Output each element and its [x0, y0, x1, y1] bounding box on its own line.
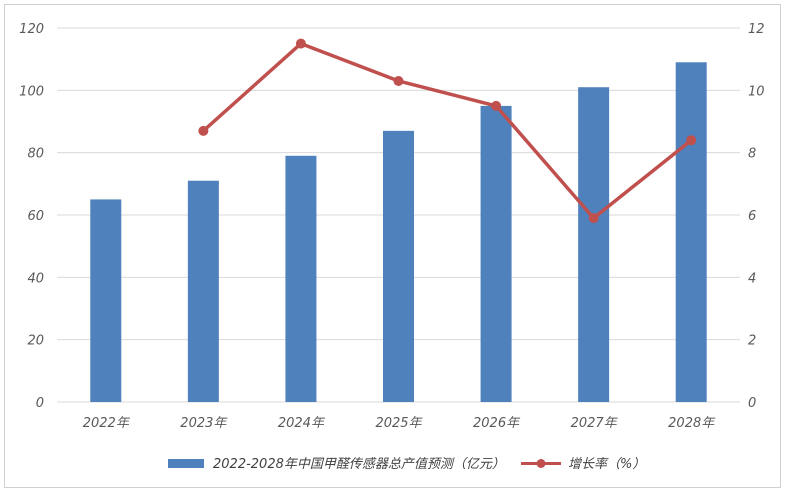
legend: 2022-2028年中国甲醛传感器总产值预测（亿元） 增长率（%） — [168, 456, 645, 472]
bar — [383, 130, 414, 402]
left-tick-label: 20 — [27, 334, 44, 349]
category-label: 2025年 — [375, 416, 423, 431]
bar — [480, 105, 512, 403]
legend-line-label: 增长率（%） — [568, 456, 645, 472]
legend-bar-label: 2022-2028年中国甲醛传感器总产值预测（亿元） — [213, 456, 505, 472]
bar — [187, 180, 219, 402]
right-axis-ticks: 0 2 4 6 8 10 12 — [748, 22, 765, 411]
category-label: 2022年 — [83, 416, 131, 431]
left-axis-ticks: 0 20 40 60 80 100 120 — [19, 22, 44, 411]
bar — [285, 155, 317, 402]
left-tick-label: 120 — [19, 22, 44, 37]
legend-bar-swatch — [168, 459, 204, 468]
line-point — [295, 38, 306, 49]
right-tick-label: 4 — [748, 271, 756, 286]
left-tick-label: 60 — [27, 209, 44, 224]
category-label: 2024年 — [278, 416, 326, 431]
line-point — [686, 135, 697, 146]
growth-line — [202, 41, 693, 220]
bar — [675, 62, 707, 403]
category-label: 2027年 — [571, 416, 619, 431]
line-point — [491, 100, 502, 111]
left-tick-label: 80 — [27, 147, 44, 162]
left-tick-label: 40 — [27, 271, 44, 286]
right-tick-label: 6 — [748, 209, 756, 224]
category-labels: 2022年 2023年 2024年 2025年 2026年 2027年 2028年 — [83, 416, 717, 431]
right-tick-label: 12 — [748, 22, 765, 37]
line-series — [198, 38, 697, 224]
line-point — [393, 75, 404, 86]
category-label: 2028年 — [668, 416, 716, 431]
right-tick-label: 2 — [748, 334, 756, 349]
left-tick-label: 100 — [19, 84, 44, 99]
legend-line-marker — [536, 459, 546, 468]
left-tick-label: 0 — [36, 396, 44, 411]
right-tick-label: 10 — [748, 84, 765, 99]
line-point — [198, 125, 209, 136]
line-point — [588, 213, 599, 224]
bar — [90, 199, 122, 402]
right-tick-label: 8 — [748, 147, 756, 162]
category-label: 2023年 — [180, 416, 228, 431]
bar-series — [90, 62, 707, 403]
right-tick-label: 0 — [748, 396, 756, 411]
category-label: 2026年 — [473, 416, 521, 431]
bar — [578, 87, 610, 402]
